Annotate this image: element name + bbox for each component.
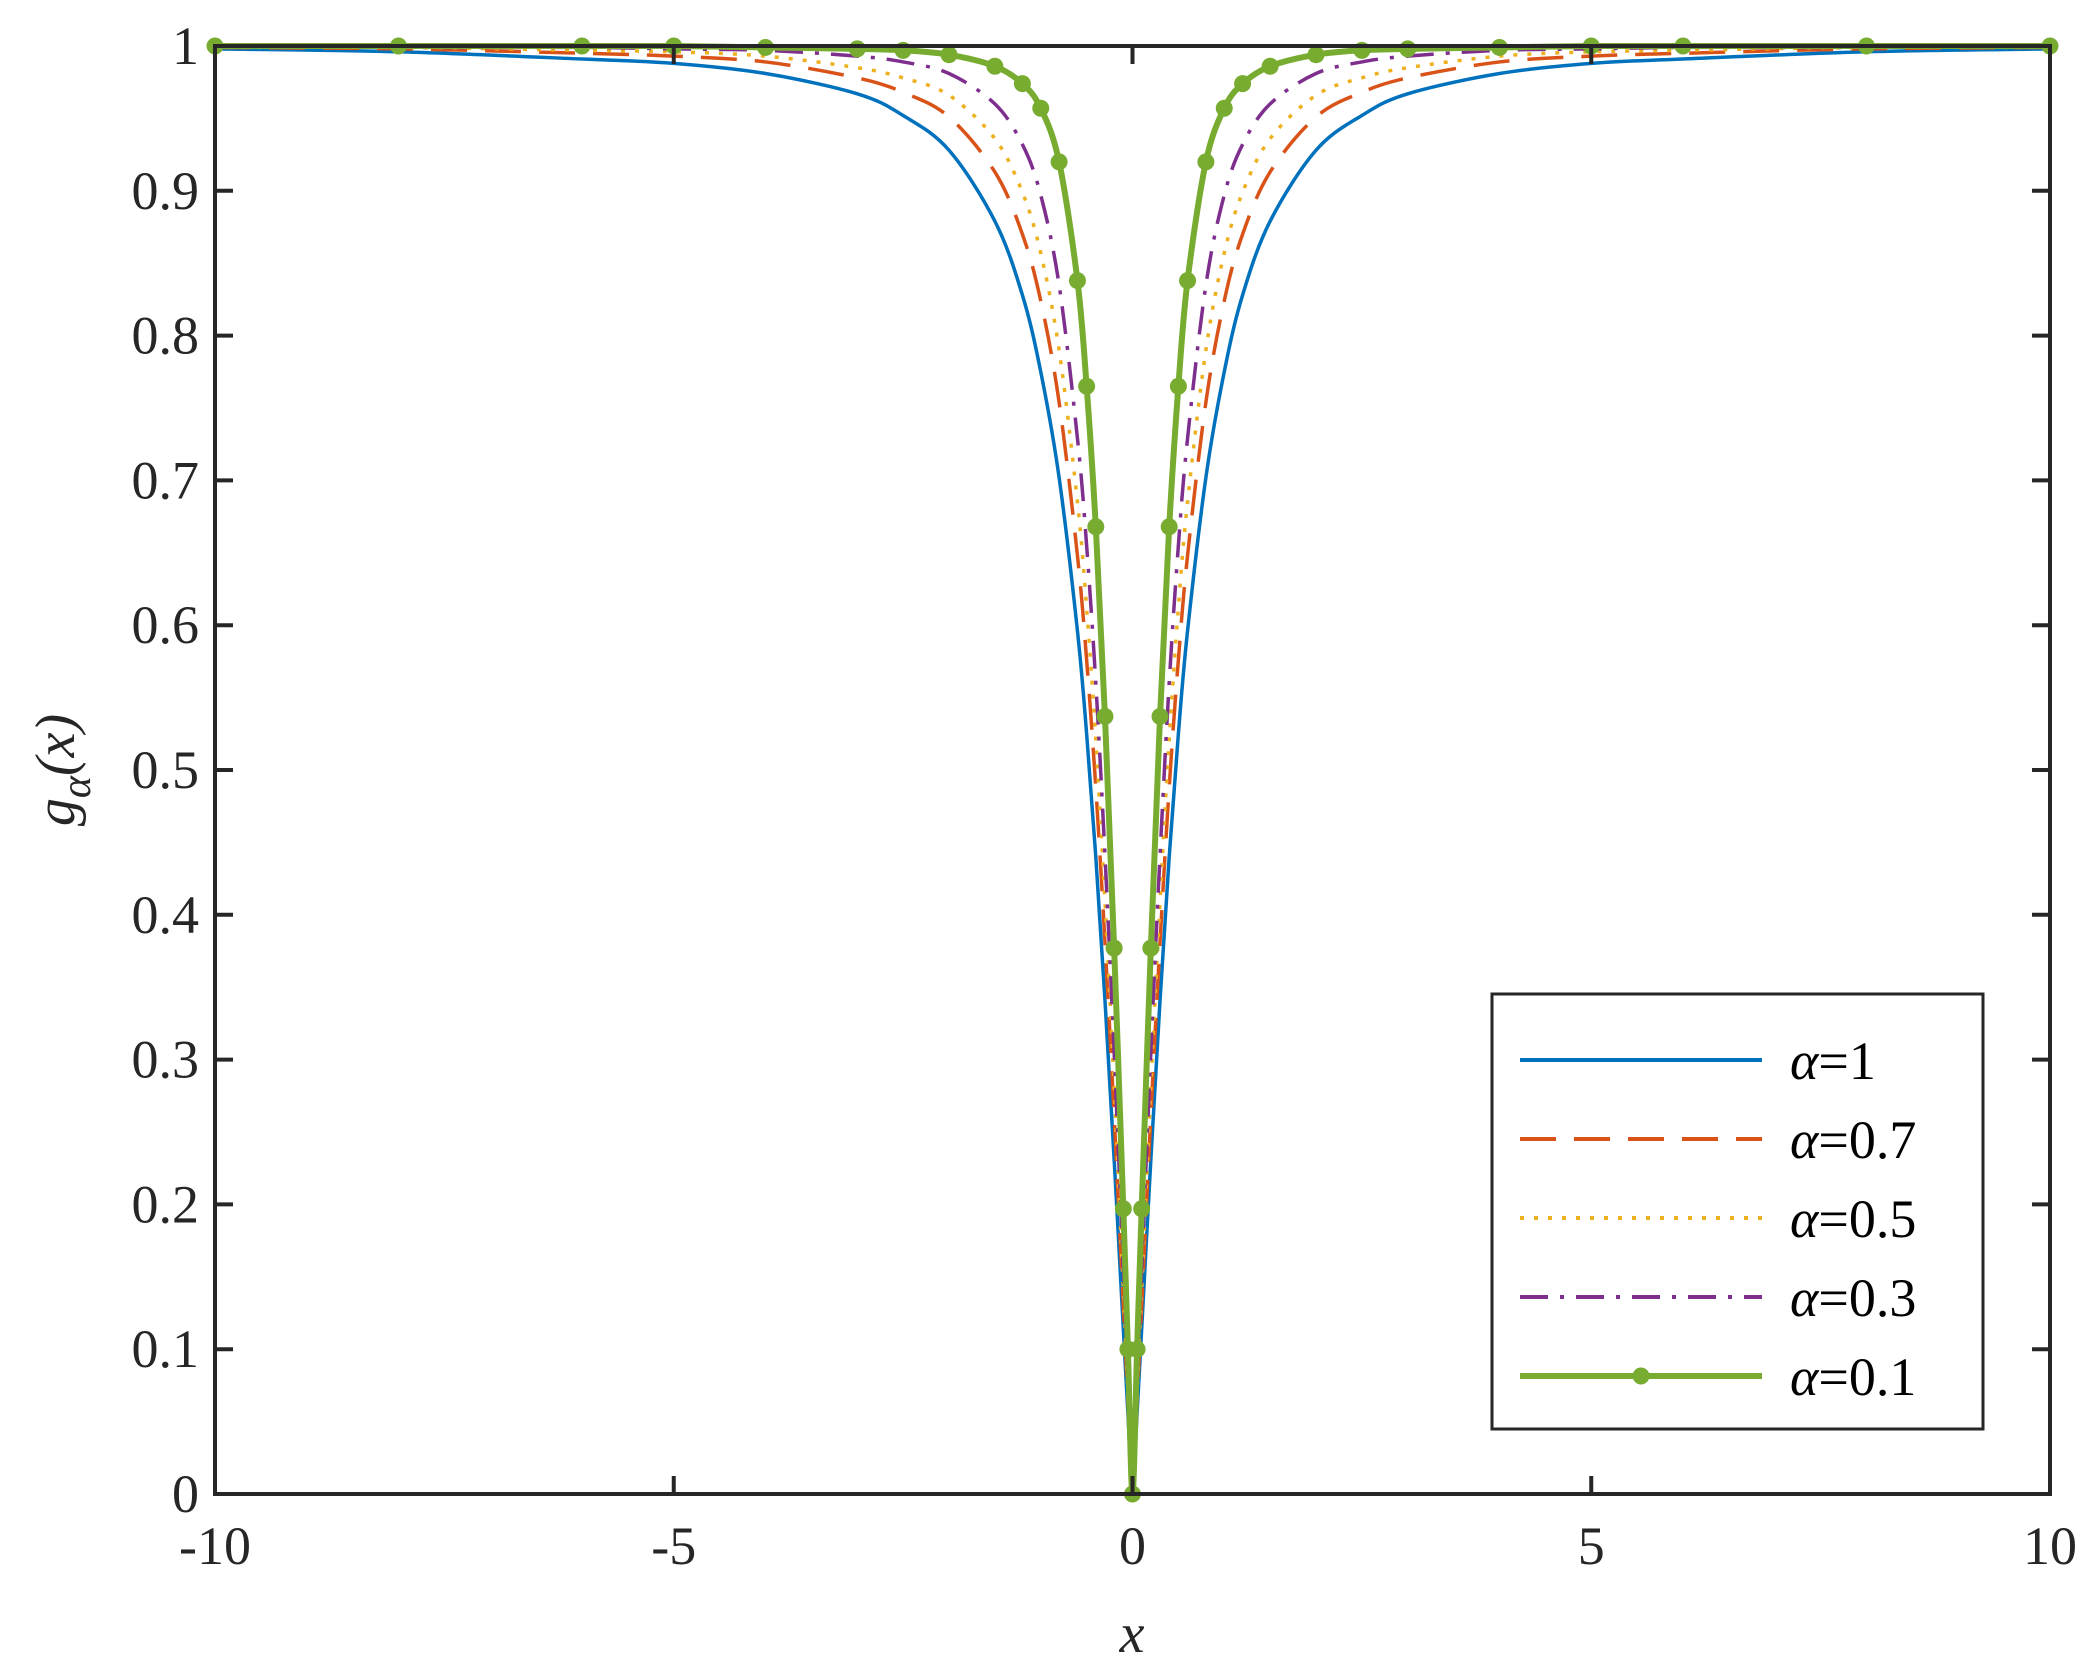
y-tick-label: 0.7 xyxy=(132,450,200,510)
legend-label-4: α=0.3 xyxy=(1790,1268,1916,1328)
series-5-point xyxy=(1078,377,1096,395)
y-tick-label: 0.5 xyxy=(132,740,200,800)
y-axis-label-base: g xyxy=(25,798,87,826)
y-tick-label: 1 xyxy=(172,16,199,76)
series-5-point xyxy=(1151,707,1169,725)
y-tick-label: 0.9 xyxy=(132,161,200,221)
series-5-point xyxy=(1197,153,1215,171)
y-tick-labels: 0 0.1 0.2 0.3 0.4 0.5 0.6 0.7 0.8 0.9 1 xyxy=(132,16,200,1524)
legend-label-3: α=0.5 xyxy=(1790,1189,1916,1249)
x-tick-labels: -10 -5 0 5 10 xyxy=(179,1516,2077,1576)
y-axis-label: gα(x) xyxy=(25,714,100,826)
y-tick-label: 0.6 xyxy=(132,595,200,655)
y-tick-label: 0.2 xyxy=(132,1174,200,1234)
series-5-point xyxy=(1160,518,1178,536)
series-5-point xyxy=(1114,1200,1132,1218)
legend-marker xyxy=(1632,1367,1650,1385)
x-tick-label: -10 xyxy=(179,1516,251,1576)
series-line-2 xyxy=(214,45,2051,1496)
legend-box xyxy=(1490,992,1985,1431)
y-tick-label: 0.4 xyxy=(132,885,200,945)
x-tick-label: -5 xyxy=(651,1516,696,1576)
svg-text:gα(x): gα(x) xyxy=(25,714,100,826)
series-5-point xyxy=(1096,707,1114,725)
series-5-point xyxy=(1087,518,1105,536)
series-5-point xyxy=(1133,1200,1151,1218)
series-5-point xyxy=(1179,272,1197,290)
series-5-point xyxy=(1032,99,1050,117)
series-5-point xyxy=(1399,40,1417,58)
series-5-point xyxy=(1169,377,1187,395)
series-5-point xyxy=(1234,75,1252,93)
series-5-point xyxy=(848,40,866,58)
y-tick-label: 0 xyxy=(172,1464,199,1524)
y-axis-label-sub: α xyxy=(54,775,100,798)
series-5-point xyxy=(1261,57,1279,75)
series-5-point xyxy=(1307,46,1325,64)
tick-layer xyxy=(213,44,2052,1496)
legend-label-2: α=0.7 xyxy=(1790,1110,1916,1170)
y-tick-label: 0.1 xyxy=(132,1319,200,1379)
y-axis-label-arg: (x) xyxy=(25,714,87,776)
series-5-point xyxy=(1128,1340,1146,1358)
series-5-point xyxy=(1142,939,1160,957)
legend-label-1: α=1 xyxy=(1790,1031,1876,1091)
legend-label-5: α=0.1 xyxy=(1790,1347,1916,1407)
legend: α=1 α=0.7 α=0.5 α=0.3 α=0.1 xyxy=(1490,992,1985,1431)
series-5-point xyxy=(940,46,958,64)
x-tick-label: 5 xyxy=(1578,1516,1605,1576)
x-tick-label: 0 xyxy=(1119,1516,1146,1576)
x-axis-label: x xyxy=(1119,1603,1145,1665)
x-tick-label: 10 xyxy=(2023,1516,2077,1576)
y-tick-label: 0.8 xyxy=(132,306,200,366)
series-5-point xyxy=(1050,153,1068,171)
series-5-point xyxy=(1068,272,1086,290)
series-5-point xyxy=(1013,75,1031,93)
series-5-point xyxy=(1215,99,1233,117)
series-5-point xyxy=(1105,939,1123,957)
y-tick-label: 0.3 xyxy=(132,1030,200,1090)
series-5-point xyxy=(986,57,1004,75)
